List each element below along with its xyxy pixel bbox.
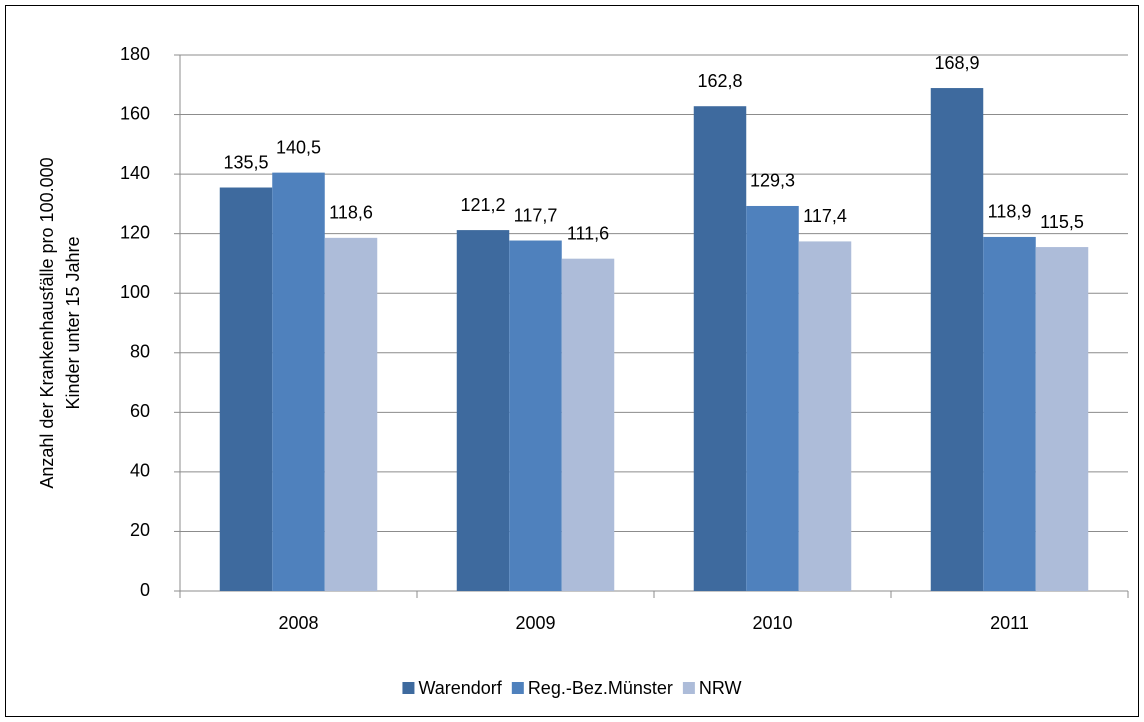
y-tick-label: 0	[140, 580, 150, 600]
y-tick-label: 60	[130, 401, 150, 421]
data-label: 115,5	[1040, 212, 1084, 232]
bar	[693, 106, 747, 592]
data-label: 111,6	[567, 223, 609, 243]
y-tick-label: 40	[130, 461, 150, 481]
y-axis-title-line: Kinder unter 15 Jahre	[63, 236, 83, 409]
bar	[983, 236, 1036, 592]
data-label: 162,8	[697, 71, 742, 91]
legend-label: Warendorf	[418, 678, 502, 698]
bar	[324, 237, 378, 591]
bar	[1035, 247, 1089, 592]
legend-swatch	[402, 682, 415, 694]
data-label: 135,5	[223, 152, 268, 172]
bar	[561, 258, 615, 591]
bar	[456, 230, 510, 592]
x-tick-label: 2008	[278, 613, 318, 633]
legend-label: NRW	[699, 678, 742, 698]
bar	[509, 240, 562, 591]
bar	[746, 205, 799, 591]
legend-swatch	[682, 682, 695, 694]
data-label: 140,5	[276, 137, 321, 157]
data-label: 117,4	[803, 206, 847, 226]
data-label: 168,9	[934, 53, 979, 73]
bar	[930, 88, 984, 591]
y-tick-label: 180	[120, 44, 150, 64]
y-tick-label: 120	[120, 222, 150, 242]
bar	[219, 187, 273, 591]
y-axis-title: Anzahl der Krankenhausfälle pro 100.000 K…	[37, 157, 83, 488]
y-tick-label: 160	[120, 103, 150, 123]
y-tick-label: 20	[130, 520, 150, 540]
data-label: 129,3	[750, 171, 795, 191]
y-tick-label: 80	[130, 342, 150, 362]
legend-label: Reg.-Bez.Münster	[528, 678, 673, 698]
data-label: 121,2	[460, 195, 505, 215]
y-axis-title-line: Anzahl der Krankenhausfälle pro 100.000	[37, 157, 57, 488]
y-tick-label: 140	[120, 163, 150, 183]
x-tick-label: 2011	[990, 613, 1029, 633]
legend: Warendorf Reg.-Bez.Münster NRW	[402, 678, 742, 698]
x-tick-label: 2009	[515, 613, 555, 633]
y-tick-label: 100	[120, 282, 150, 302]
data-label: 118,9	[988, 202, 1032, 222]
bar	[798, 241, 852, 592]
bar	[272, 172, 325, 591]
data-label: 117,7	[514, 205, 558, 225]
legend-swatch	[511, 682, 524, 694]
x-tick-label: 2010	[752, 613, 792, 633]
data-label: 118,6	[329, 203, 373, 223]
